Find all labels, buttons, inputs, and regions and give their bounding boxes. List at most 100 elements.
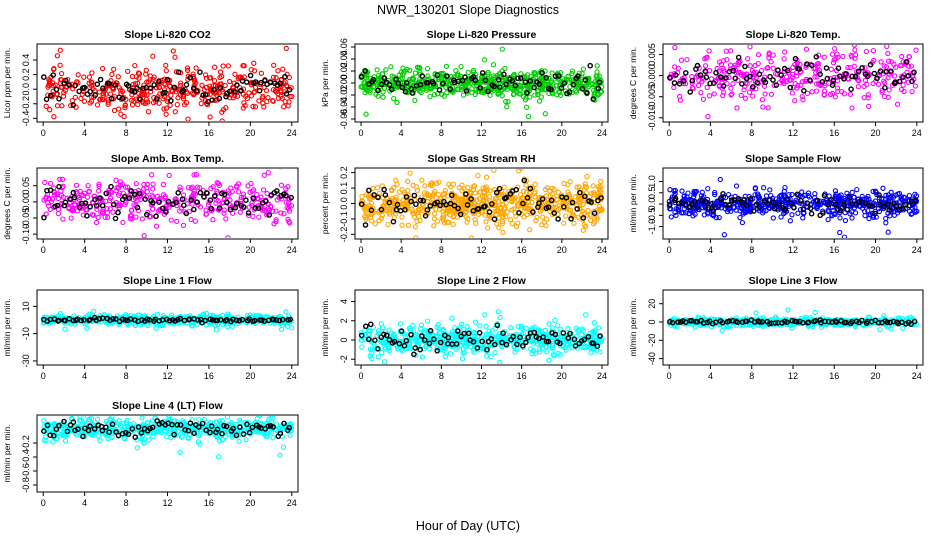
data-point [144, 185, 150, 191]
data-point [770, 65, 776, 71]
data-point [150, 186, 156, 192]
hourly-data-point [682, 201, 689, 208]
data-point [460, 350, 466, 356]
x-tick-label: 24 [597, 371, 607, 381]
data-point [539, 339, 545, 345]
data-point [914, 208, 920, 214]
data-point [782, 209, 788, 216]
data-point [786, 192, 792, 198]
hourly-data-point [164, 76, 171, 83]
data-point [475, 172, 481, 179]
hourly-data-point [149, 199, 156, 206]
hourly-data-point [588, 199, 594, 205]
data-point [583, 184, 590, 190]
data-point [73, 182, 80, 188]
data-point [582, 312, 589, 318]
data-point [388, 64, 394, 70]
data-point [864, 195, 870, 202]
x-tick-label: 24 [287, 128, 297, 138]
data-point [870, 48, 877, 54]
data-point [489, 328, 495, 334]
data-point [81, 98, 88, 104]
data-point [189, 323, 196, 329]
data-point [684, 56, 690, 63]
data-point [241, 100, 247, 106]
data-point [418, 322, 425, 328]
data-point [459, 83, 465, 89]
data-point [145, 79, 152, 85]
hourly-data-point [375, 345, 381, 352]
data-point [117, 87, 124, 93]
data-point [379, 349, 385, 356]
data-point [596, 336, 602, 342]
data-point [705, 113, 711, 120]
hourly-data-point [168, 98, 174, 104]
data-point [569, 68, 576, 74]
hourly-data-point [587, 62, 594, 69]
hourly-data-point [232, 89, 238, 95]
data-point [369, 347, 375, 353]
data-point [418, 89, 424, 96]
data-point [508, 325, 514, 331]
data-point [911, 208, 918, 214]
data-point [247, 189, 253, 195]
data-point [411, 214, 417, 220]
data-point [236, 74, 242, 81]
hourly-data-point [801, 88, 807, 94]
data-point [274, 190, 281, 197]
data-point [86, 74, 93, 80]
data-point [465, 69, 471, 76]
x-tick-label: 12 [162, 128, 172, 138]
data-point [812, 65, 818, 71]
data-point [78, 95, 84, 102]
data-point [153, 325, 159, 331]
data-point [207, 114, 213, 120]
hourly-data-point [518, 75, 524, 81]
data-point [75, 72, 81, 78]
data-point [581, 222, 587, 228]
y-tick-label: 0.06 [339, 38, 349, 56]
data-point [503, 200, 509, 206]
hourly-data-point [194, 317, 201, 323]
hourly-data-point [581, 336, 588, 343]
data-point [522, 97, 529, 103]
data-point [208, 208, 214, 214]
data-point [270, 98, 276, 104]
hourly-data-point [125, 83, 132, 89]
hourly-data-point [594, 343, 601, 350]
hourly-data-point [92, 92, 98, 98]
hourly-data-point [703, 74, 710, 81]
data-point [125, 68, 131, 75]
data-point [278, 93, 284, 99]
hourly-data-point [390, 218, 397, 225]
data-point [410, 322, 416, 329]
data-point [204, 101, 211, 108]
data-point [434, 345, 440, 351]
data-point [240, 91, 246, 97]
hourly-data-point [835, 65, 842, 71]
data-point [184, 65, 191, 71]
hourly-data-point [909, 78, 915, 85]
data-point [190, 71, 196, 77]
hourly-data-point [139, 317, 145, 323]
data-point [465, 184, 471, 191]
hourly-data-point [146, 317, 153, 323]
data-point [799, 79, 805, 85]
hourly-data-point [536, 200, 542, 206]
data-point [573, 325, 579, 331]
data-point [528, 346, 534, 352]
data-point [546, 201, 552, 208]
data-point [495, 206, 501, 213]
data-point [838, 196, 845, 202]
data-point [481, 57, 488, 63]
y-tick-label: -0.06 [339, 109, 349, 130]
hourly-data-point [472, 77, 479, 84]
hourly-data-point [819, 79, 826, 85]
hourly-data-point [276, 317, 283, 324]
x-tick-label: 24 [597, 128, 607, 138]
hourly-data-point [394, 201, 401, 208]
y-axis-label: degrees C per min. [2, 167, 12, 239]
data-point [849, 215, 855, 221]
data-point [594, 214, 600, 220]
data-point [679, 188, 685, 194]
